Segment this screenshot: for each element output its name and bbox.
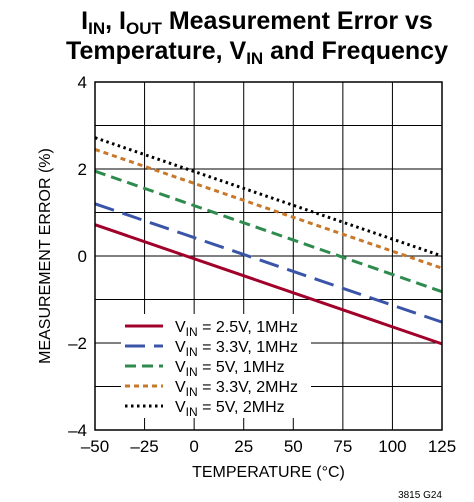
- title-part: and Frequency: [263, 37, 448, 65]
- x-tick-label: 75: [333, 437, 352, 456]
- series-line: [94, 202, 443, 324]
- legend-label: VIN = 5V, 1MHz: [175, 359, 285, 379]
- series-line: [94, 148, 443, 270]
- title-part: I: [81, 7, 89, 35]
- y-tick-label: –4: [68, 421, 87, 440]
- y-tick-label: 0: [78, 247, 87, 266]
- legend-label: VIN = 5V, 2MHz: [175, 399, 285, 419]
- x-tick-label: –50: [81, 437, 109, 456]
- title-part: V: [229, 37, 247, 65]
- legend-label: VIN = 2.5V, 1MHz: [175, 319, 298, 339]
- chart-title-line2: Temperature, VIN and Frequency: [40, 36, 474, 68]
- legend-label: VIN = 3.3V, 1MHz: [175, 339, 298, 359]
- title-sub: IN: [88, 19, 106, 38]
- title-sub: OUT: [125, 19, 162, 38]
- plot-frame: [94, 81, 443, 431]
- y-tick-labels: –4 –2 0 2 4: [68, 73, 87, 440]
- legend-label: VIN = 3.3V, 2MHz: [175, 379, 298, 399]
- x-tick-label: 25: [234, 437, 253, 456]
- chart-title-line1: IIN, IOUT Measurement Error vs: [40, 6, 474, 38]
- y-tick-label: 2: [78, 160, 87, 179]
- title-part: I: [119, 7, 126, 35]
- series-line: [94, 136, 443, 258]
- x-tick-labels: –50 –25 0 25 50 75 100 125: [81, 437, 456, 456]
- title-sub: IN: [246, 49, 264, 68]
- x-tick-label: –25: [130, 437, 158, 456]
- title-part: Temperature,: [66, 37, 230, 65]
- y-tick-label: –2: [68, 334, 87, 353]
- title-part: ,: [105, 7, 120, 35]
- x-axis-label: TEMPERATURE (°C): [192, 464, 345, 481]
- y-tick-label: 4: [78, 73, 87, 92]
- series-line: [94, 169, 443, 294]
- x-tick-label: 100: [378, 437, 406, 456]
- x-tick-label: 125: [428, 437, 456, 456]
- title-part: Measurement Error vs: [161, 7, 433, 35]
- series-line: [94, 223, 443, 346]
- y-axis-label: MEASUREMENT ERROR (%): [37, 148, 54, 364]
- figure-code: 3815 G24: [398, 490, 442, 501]
- x-tick-label: 50: [284, 437, 303, 456]
- x-tick-label: 0: [189, 437, 198, 456]
- series-group: [94, 136, 443, 346]
